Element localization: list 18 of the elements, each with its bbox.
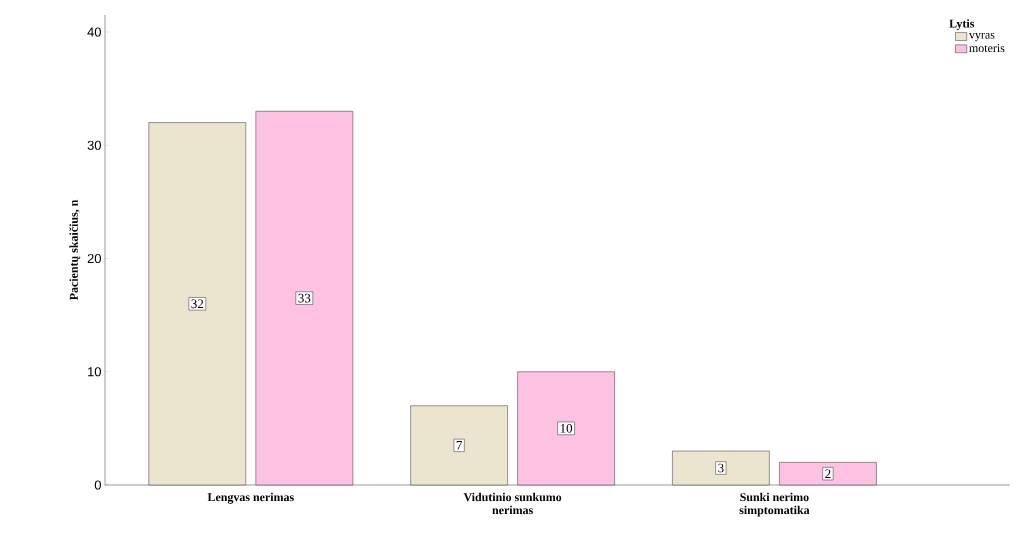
data-label: 3: [718, 463, 724, 473]
x-tick-label: Lengvas nerimas: [207, 492, 294, 504]
y-tick-label: 0: [94, 480, 101, 490]
y-axis-title: Pacientų skaičius, n: [69, 199, 81, 301]
data-label: 32: [191, 299, 204, 309]
x-tick-label: Vidutinio sunkumo nerimas: [463, 492, 562, 515]
legend-label: moteris: [969, 44, 1005, 53]
legend-label: vyras: [968, 32, 995, 42]
y-tick-label: 20: [87, 253, 101, 264]
y-tick-label: 40: [87, 27, 101, 37]
y-tick-label: 10: [88, 367, 101, 377]
data-label: 2: [825, 469, 831, 478]
data-label: 7: [456, 441, 462, 450]
y-tick-label: 30: [87, 140, 101, 150]
x-tick-label: Sunki nerimo simptomatika: [739, 492, 810, 517]
data-label: 10: [560, 424, 573, 433]
legend-title: Lytis: [949, 19, 975, 31]
data-label: 33: [298, 293, 311, 303]
